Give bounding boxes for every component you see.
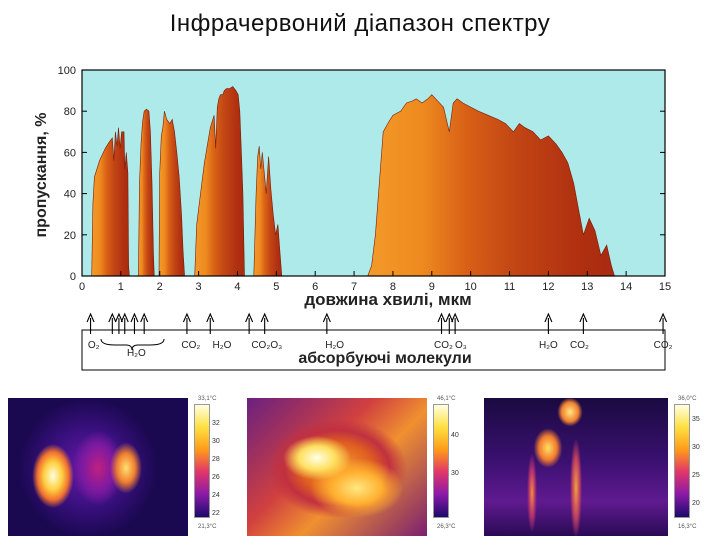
absorption-arrow: [245, 312, 254, 334]
molecule-label: CO₂: [251, 340, 270, 351]
thermal-image-engine: 46,1°C 26,3°C 40 30: [247, 396, 471, 536]
absorption-arrow: [579, 312, 588, 334]
y-tick-label: 100: [58, 65, 76, 77]
molecule-label: CO₂: [654, 340, 673, 351]
thermal-image-animals: 36,0°C 16,3°C 35 30 25 20: [484, 396, 716, 536]
x-axis-label: довжина хвилі, мкм: [304, 290, 471, 309]
x-tick-label: 1: [118, 281, 124, 293]
x-tick-label: 4: [234, 281, 240, 293]
scale-tick: 24: [212, 492, 220, 499]
molecule-label: O₃: [455, 340, 467, 351]
y-tick-label: 40: [64, 189, 76, 201]
scale-max-label: 33,1°C: [198, 396, 217, 402]
absorption-arrow: [206, 312, 215, 334]
thermal-photo-animals: [484, 398, 668, 536]
temperature-scale-bar: [194, 404, 210, 518]
molecule-label: CO₂: [570, 340, 589, 351]
y-tick-label: 0: [70, 271, 76, 283]
absorption-arrow: [114, 312, 123, 334]
absorption-arrow: [140, 312, 149, 334]
scale-min-label: 16,3°C: [678, 524, 697, 530]
molecule-label: O₂: [88, 340, 100, 351]
y-tick-label: 60: [64, 147, 76, 159]
scale-tick: 22: [212, 510, 220, 517]
molecule-label: H₂O: [539, 340, 558, 351]
y-tick-label: 80: [64, 106, 76, 118]
x-tick-label: 13: [581, 281, 593, 293]
molecule-label: CO₂: [434, 340, 453, 351]
molecule-label: H₂O: [127, 348, 146, 359]
absorption-arrow: [108, 312, 117, 334]
scale-tick: 30: [692, 444, 700, 451]
transmission-band-4: [194, 86, 245, 277]
scale-min-label: 21,3°C: [198, 524, 217, 530]
temperature-scale-bar: [433, 404, 449, 518]
x-tick-label: 0: [79, 281, 85, 293]
scale-max-label: 46,1°C: [437, 396, 456, 402]
x-tick-label: 9: [429, 281, 435, 293]
scale-tick: 28: [212, 456, 220, 463]
absorption-arrow: [451, 312, 460, 334]
absorption-arrow: [182, 312, 191, 334]
h2o-brace: [100, 338, 165, 351]
scale-tick: 20: [692, 500, 700, 507]
x-tick-label: 15: [659, 281, 671, 293]
molecule-label: H₂O: [325, 340, 344, 351]
plot-frame: [81, 69, 666, 277]
y-axis-label: пропускання, %: [33, 113, 50, 238]
scale-tick: 40: [451, 432, 459, 439]
absorption-arrow: [544, 312, 553, 334]
transmission-band-3: [158, 111, 185, 277]
x-tick-label: 10: [465, 281, 477, 293]
y-tick-label: 20: [64, 230, 76, 242]
x-tick-label: 7: [351, 281, 357, 293]
scale-max-label: 36,0°C: [678, 396, 697, 402]
scale-tick: 26: [212, 474, 220, 481]
x-tick-label: 8: [390, 281, 396, 293]
x-tick-label: 3: [196, 281, 202, 293]
absorption-title: абсорбуючі молекули: [298, 350, 471, 367]
x-tick-label: 11: [504, 281, 515, 293]
scale-tick: 30: [451, 470, 459, 477]
absorption-panel: [81, 329, 666, 371]
thermal-photo-engine: [247, 398, 427, 536]
thermal-image-coil: 33,1°C 21,3°C 32 30 28 26 24 22: [8, 396, 236, 536]
molecule-label: O₃: [270, 340, 282, 351]
x-tick-label: 6: [312, 281, 318, 293]
slide-title: Інфрачервоний діапазон спектру: [169, 10, 551, 37]
thermal-photo-coil: [8, 398, 188, 536]
transmission-band-1: [91, 127, 130, 277]
scale-tick: 35: [692, 416, 700, 423]
molecule-label: H₂O: [212, 340, 231, 351]
x-tick-label: 14: [620, 281, 632, 293]
absorption-arrow: [322, 312, 331, 334]
x-tick-label: 12: [542, 281, 554, 293]
absorption-arrow: [659, 312, 668, 334]
transmission-band-2: [138, 108, 155, 277]
transmission-band-5: [253, 146, 283, 277]
absorption-arrow: [120, 312, 129, 334]
scale-min-label: 26,3°C: [437, 524, 456, 530]
absorption-arrow: [130, 312, 139, 334]
absorption-arrow: [86, 312, 95, 334]
absorption-arrow: [445, 312, 454, 334]
x-tick-label: 5: [273, 281, 279, 293]
molecule-label: CO₂: [181, 340, 200, 351]
absorption-arrow: [260, 312, 269, 334]
temperature-scale-bar: [674, 404, 690, 518]
scale-tick: 30: [212, 438, 220, 445]
scale-tick: 25: [692, 472, 700, 479]
transmission-band-6: [367, 94, 615, 277]
x-tick-label: 2: [157, 281, 163, 293]
absorption-arrow: [437, 312, 446, 334]
scale-tick: 32: [212, 420, 220, 427]
